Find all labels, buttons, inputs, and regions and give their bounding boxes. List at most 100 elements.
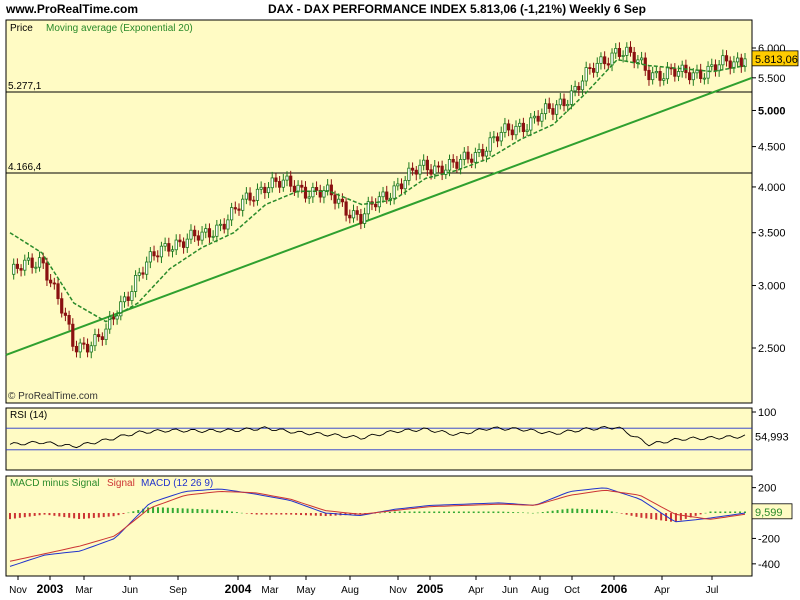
candle-body (122, 296, 127, 303)
macd-histogram-bar (388, 511, 391, 514)
candle-body (418, 164, 422, 175)
macd-histogram-bar (739, 511, 742, 514)
macd-histogram-bar (546, 511, 549, 514)
macd-histogram-bar (689, 513, 692, 518)
macd-histogram-bar (729, 511, 732, 514)
candle-body (237, 208, 241, 211)
candle-body (662, 78, 666, 81)
macd-histogram-bar (43, 513, 46, 515)
macd-histogram-bar (586, 509, 589, 514)
candle-body (632, 51, 636, 63)
candle-body (699, 69, 703, 79)
candle-body (126, 296, 130, 301)
macd-histogram-bar (349, 513, 352, 515)
macd-histogram-bar (467, 511, 470, 514)
macd-histogram-bar (507, 511, 510, 514)
macd-histogram-bar (176, 508, 179, 514)
macd-histogram-bar (709, 511, 712, 514)
candle-body (462, 151, 466, 160)
candle-body (170, 249, 175, 252)
candle-body (706, 65, 710, 79)
candle-body (414, 169, 418, 175)
candle-body (78, 342, 82, 353)
macd-last-value: 9,599 (755, 507, 783, 519)
last-price-label: 5.813,06 (755, 54, 798, 66)
candle-body (481, 149, 485, 157)
candle-body (625, 46, 629, 56)
candle-body (473, 152, 477, 163)
candle-body (340, 198, 345, 203)
x-tick-label: Apr (654, 585, 670, 596)
ma-legend: Moving average (Exponential 20) (46, 23, 193, 34)
support-trendline (5, 76, 753, 356)
macd-histogram-bar (137, 509, 140, 514)
candle-body (292, 185, 296, 193)
last-price-tag (751, 50, 799, 67)
candle-body (551, 108, 555, 115)
candle-body (318, 189, 322, 198)
candle-body (93, 334, 97, 347)
macd-histogram-bar (694, 513, 697, 516)
candle-body (610, 52, 614, 66)
macd-histogram-bar (674, 513, 677, 522)
macd-histogram-bar (640, 513, 643, 518)
rsi-y-tick-label: 100 (758, 407, 776, 419)
candle-body (285, 175, 289, 181)
x-tick-label: Mar (75, 585, 93, 596)
candle-body (507, 123, 511, 131)
macd-histogram-bar (615, 512, 618, 514)
x-tick-label: Sep (169, 585, 187, 596)
candle-body (651, 72, 655, 81)
price-y-tick-label: 4.000 (758, 182, 786, 194)
macd-histogram-bar (211, 509, 214, 514)
candle-body (100, 336, 104, 340)
signal-line (9, 489, 746, 562)
candle-body (270, 177, 274, 189)
candle-body (307, 196, 311, 199)
macd-histogram-bar (156, 507, 159, 514)
candle-body (577, 85, 581, 91)
candle-body (451, 159, 455, 163)
macd-histogram-bar (300, 513, 303, 516)
macd-histogram-bar (216, 509, 219, 514)
price-y-tick-label: 5.500 (758, 73, 786, 85)
macd-histogram-bar (206, 509, 209, 514)
candle-body (193, 229, 197, 237)
macd-histogram-bar (13, 513, 16, 519)
macd-histogram-bar (448, 511, 451, 514)
candle-body (466, 151, 470, 160)
macd-last-value-box (751, 503, 793, 520)
x-tick-label: Aug (531, 585, 549, 596)
candle-body (174, 239, 178, 251)
macd-histogram-bar (576, 508, 579, 514)
candle-body (739, 57, 743, 68)
macd-histogram-bar (517, 512, 520, 514)
candle-body (540, 113, 544, 122)
candle-body (222, 223, 226, 230)
macd-histogram-bar (92, 513, 95, 518)
macd-histogram-bar (398, 511, 401, 514)
price-y-tick-label: 5.000 (758, 105, 786, 117)
macd-histogram-bar (714, 511, 717, 514)
macd-histogram-bar (171, 507, 174, 514)
candle-body (67, 315, 71, 325)
candle-body (436, 165, 441, 168)
candle-body (137, 272, 141, 276)
candle-body (52, 282, 56, 285)
macd-histogram-bar (127, 512, 130, 514)
x-tick-label: Oct (564, 585, 580, 596)
macd-histogram-bar (655, 513, 658, 520)
macd-histogram-bar (82, 513, 85, 519)
x-tick-label: 2006 (601, 582, 628, 596)
level-label: 5.277,1 (8, 81, 42, 92)
candle-body (736, 57, 740, 63)
candle-body (196, 235, 200, 241)
macd-histogram-bar (423, 511, 426, 514)
macd-histogram-bar (497, 511, 500, 514)
candle-body (85, 343, 90, 353)
candle-body (532, 115, 537, 119)
candle-body (399, 183, 404, 190)
candle-body (130, 291, 134, 301)
macd-histogram-bar (413, 511, 416, 514)
